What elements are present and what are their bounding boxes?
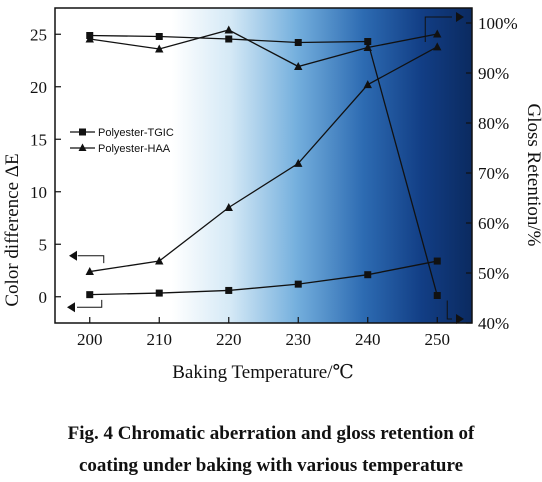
y-right-tick-label: 40% (478, 314, 509, 333)
data-point-triangle (85, 34, 94, 43)
arrow-head (69, 250, 77, 261)
axis-arrow-tgic-left (77, 299, 103, 308)
legend-label-haa: Polyester-HAA (98, 143, 171, 155)
axis-arrow-haa-left (77, 255, 105, 264)
y-left-tick-label: 5 (39, 235, 48, 254)
data-point-square (433, 257, 441, 265)
series-line (89, 34, 438, 296)
arrow-head (456, 12, 464, 22)
y-right-tick-label: 50% (478, 264, 509, 283)
x-tick-label: 250 (425, 330, 451, 349)
data-point-square (225, 35, 233, 43)
data-point-triangle (433, 29, 442, 38)
axis-arrow-haa-right (424, 16, 452, 42)
chart-figure: 200 210 220 230 240 250 0 5 10 15 20 25 40% 50% 60% 70%… (2, 7, 542, 383)
y-left-tick-label: 20 (30, 78, 47, 97)
series-line (89, 260, 438, 296)
y-right-tick-label: 80% (478, 114, 509, 133)
legend-marker-square (79, 128, 86, 136)
series-line (89, 46, 438, 273)
plot-background (55, 8, 472, 323)
y-right-tick-label: 90% (478, 64, 509, 83)
data-point-triangle (224, 203, 233, 211)
data-point-triangle (433, 42, 442, 51)
data-point-square (294, 280, 302, 288)
legend-label-tgic: Polyester-TGIC (98, 127, 174, 139)
data-point-square (155, 289, 163, 297)
data-point-square (294, 39, 302, 46)
arrow-head (67, 302, 75, 313)
arrow-head (456, 314, 464, 324)
y-right-tick-label: 100% (478, 14, 518, 33)
data-point-triangle (224, 25, 233, 34)
data-point-triangle (363, 80, 372, 89)
figure-caption-line-1: Fig. 4 Chromatic aberration and gloss re… (67, 423, 475, 444)
legend-marker-triangle (78, 143, 87, 151)
plot-frame (54, 7, 473, 324)
data-point-triangle (155, 44, 164, 53)
data-point-triangle (294, 62, 303, 70)
y-axis-label-left: Color difference ΔE (2, 153, 23, 306)
axis-arrow-tgic-right (446, 300, 452, 320)
data-point-square (155, 33, 163, 40)
data-point-square (364, 38, 372, 45)
series-line (89, 29, 438, 68)
x-tick-label: 240 (355, 330, 381, 349)
x-tick-label: 200 (77, 330, 103, 349)
y-axis-label-right: Gloss Retention/% (523, 103, 542, 246)
y-left-tick-label: 25 (30, 25, 47, 44)
legend: Polyester-TGIC Polyester-HAA (70, 127, 174, 155)
data-point-triangle (294, 158, 303, 167)
x-tick-label: 210 (147, 330, 173, 349)
y-left-tick-label: 10 (30, 183, 47, 202)
data-point-triangle (363, 43, 372, 51)
data-point-square (86, 291, 94, 299)
figure-caption-line-2: coating under baking with various temper… (78, 455, 464, 476)
data-point-square (433, 292, 441, 299)
data-point-square (364, 271, 372, 279)
y-right-tick-label: 70% (478, 164, 509, 183)
y-left-tick-label: 0 (39, 288, 48, 307)
y-left-tick-label: 15 (30, 130, 47, 149)
x-tick-label: 220 (216, 330, 242, 349)
data-point-triangle (155, 256, 164, 265)
x-tick-label: 230 (286, 330, 312, 349)
data-point-square (225, 286, 233, 294)
data-point-triangle (85, 267, 94, 276)
y-right-tick-label: 60% (478, 214, 509, 233)
x-axis-label: Baking Temperature/℃ (172, 362, 354, 383)
